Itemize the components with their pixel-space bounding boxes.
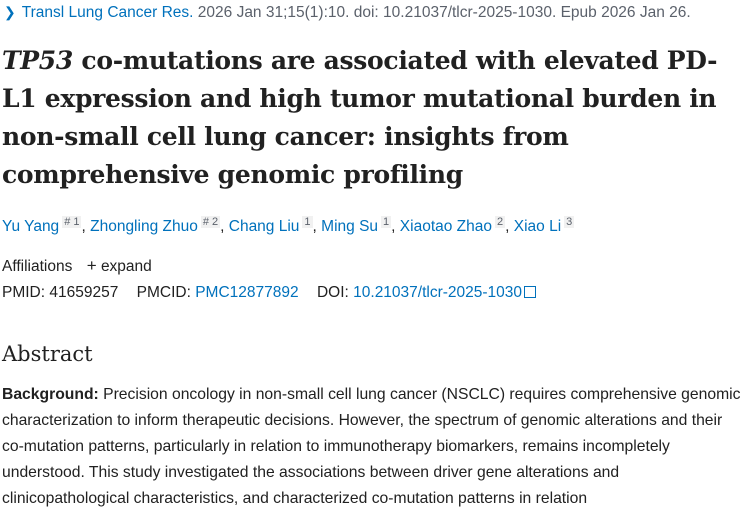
chevron-right-icon[interactable]: ❯	[4, 4, 16, 20]
author-link[interactable]: Xiaotao Zhao	[399, 218, 493, 235]
author-link[interactable]: Xiao Li	[513, 218, 562, 235]
author-link[interactable]: Ming Su	[321, 218, 379, 235]
author-link[interactable]: Chang Liu	[228, 218, 300, 235]
abstract-heading: Abstract	[2, 342, 93, 366]
plus-icon: +	[86, 256, 97, 275]
citation-details: 2026 Jan 31;15(1):10. doi: 10.21037/tlcr…	[193, 4, 691, 21]
affiliations-toggle[interactable]: Affiliations + expand	[2, 256, 152, 275]
citation: ❯ Transl Lung Cancer Res. 2026 Jan 31;15(…	[4, 4, 691, 22]
expand-label[interactable]: expand	[100, 258, 152, 275]
doi-link[interactable]: 10.21037/tlcr-2025-1030	[353, 284, 523, 301]
identifiers: PMID: 41659257 PMCID: PMC12877892 DOI: 1…	[2, 284, 537, 302]
author-link[interactable]: Zhongling Zhuo	[90, 218, 198, 235]
pmid: 41659257	[49, 284, 119, 301]
author-list: Yu Yang # 1, Zhongling Zhuo # 2, Chang Liu…	[2, 216, 575, 235]
pmcid-link[interactable]: PMC12877892	[195, 284, 299, 301]
page-title: TP53 co-mutations are associated with el…	[2, 46, 718, 189]
abstract-background: Background: Precision oncology in non-sm…	[2, 386, 741, 507]
external-link-icon[interactable]	[524, 286, 537, 298]
journal-link[interactable]: Transl Lung Cancer Res.	[21, 4, 194, 21]
author-link[interactable]: Yu Yang	[2, 218, 60, 235]
